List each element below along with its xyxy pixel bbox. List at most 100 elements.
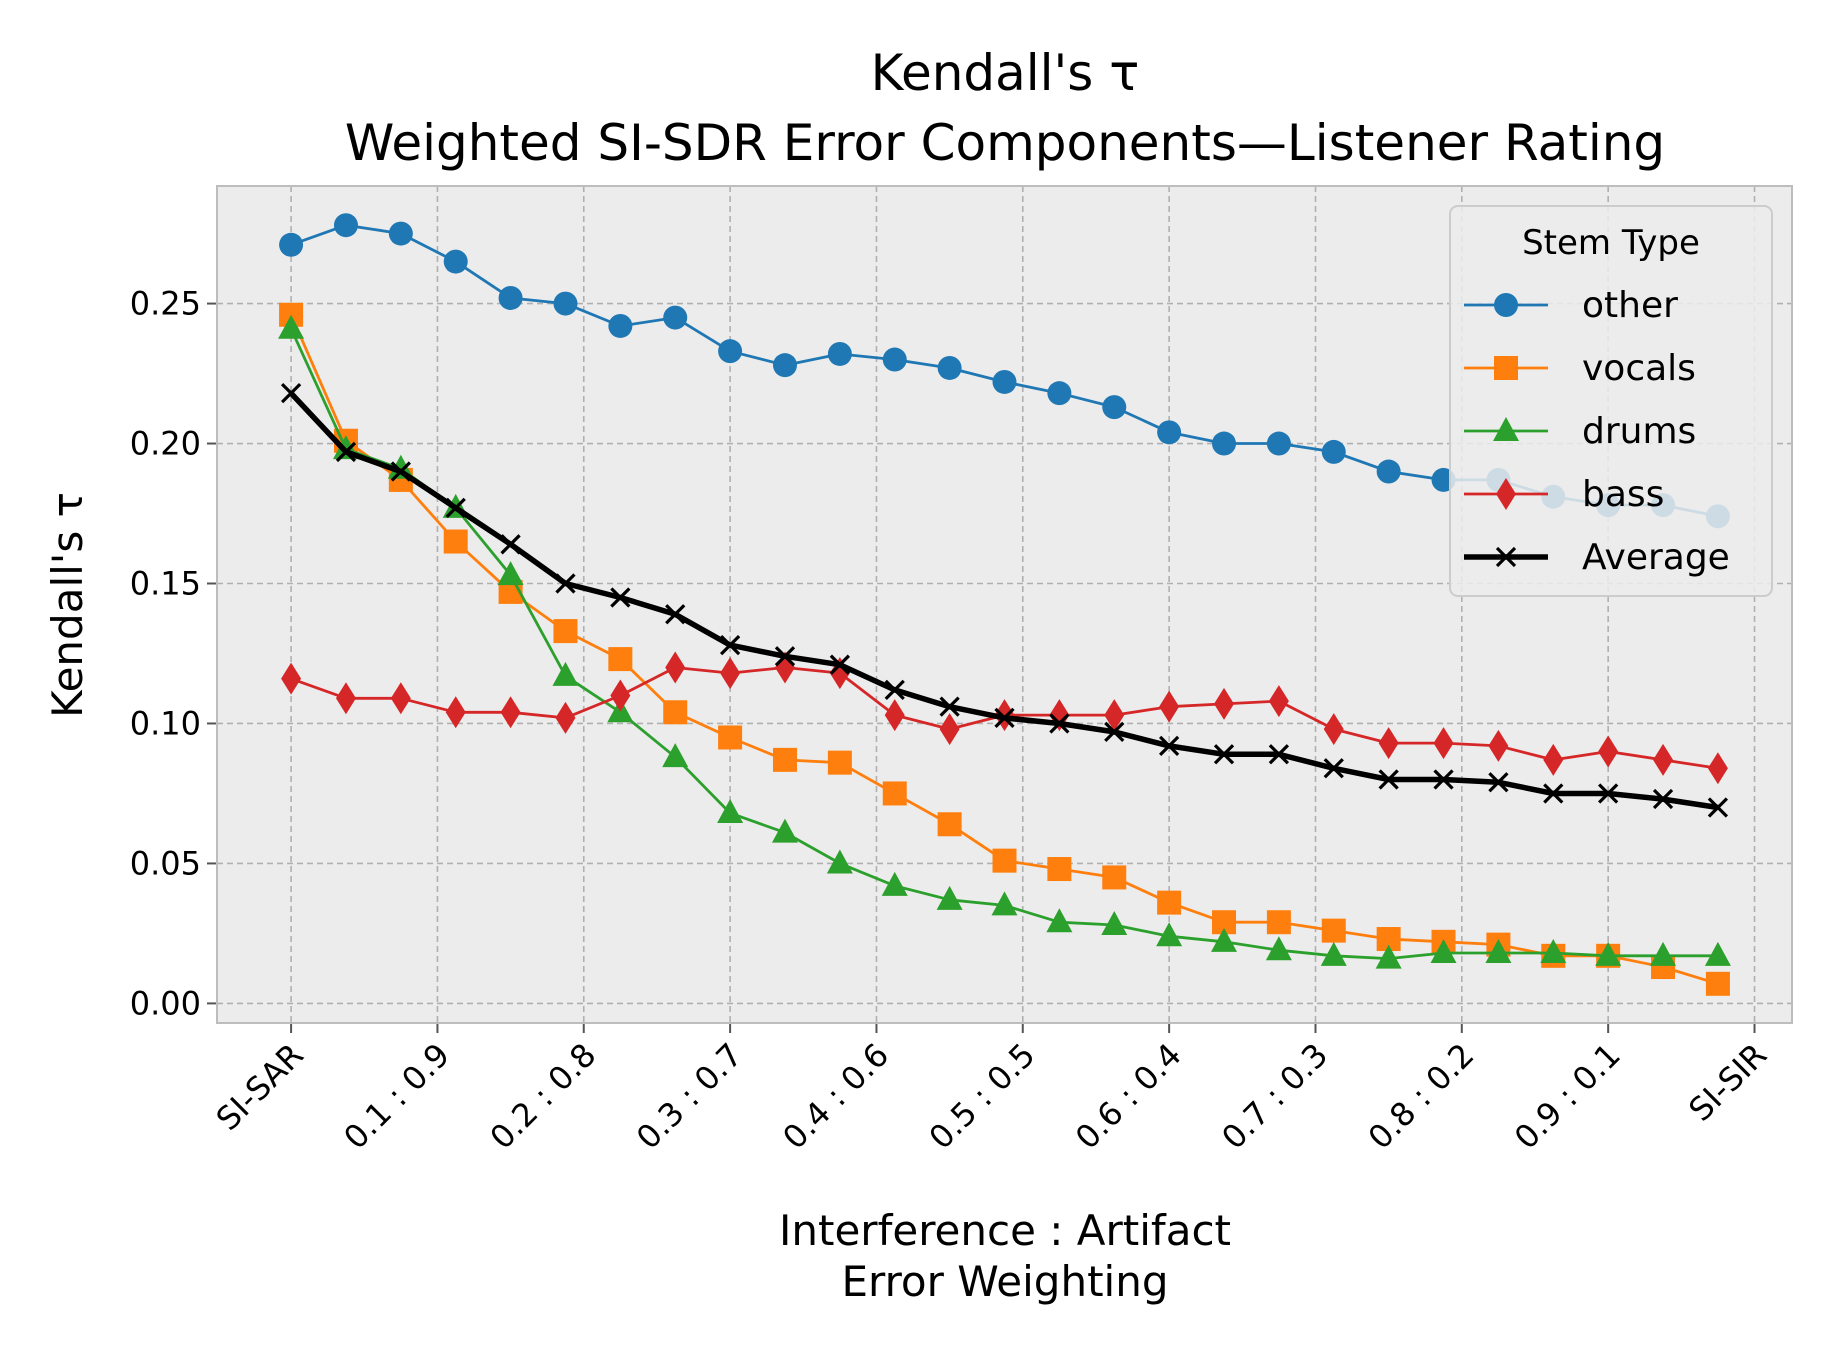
- data-point-average: [665, 604, 686, 625]
- data-point-drums: [1375, 944, 1402, 969]
- legend-title: Stem Type: [1522, 223, 1700, 263]
- data-point-bass: [1104, 699, 1125, 732]
- legend-entry-bass: bass: [1464, 474, 1664, 515]
- data-point-drums: [771, 818, 798, 843]
- data-point-drums: [991, 891, 1018, 916]
- data-point-bass: [390, 682, 411, 715]
- data-point-average: [335, 441, 357, 463]
- x-marker-stroke: [1378, 769, 1399, 790]
- data-point-other: [388, 221, 413, 246]
- data-point-bass: [1488, 729, 1509, 762]
- data-point-average: [445, 497, 466, 519]
- legend-label: other: [1582, 285, 1678, 326]
- data-point-drums: [826, 849, 853, 874]
- x-marker-stroke: [1268, 744, 1290, 765]
- data-point-drums: [1046, 908, 1073, 933]
- plot-frame: [216, 185, 1793, 1024]
- legend-marker: [1496, 478, 1516, 510]
- x-tick-label: SI-SIR: [1681, 1036, 1774, 1129]
- data-point-vocals: [718, 725, 743, 750]
- data-point-other: [443, 249, 468, 274]
- data-point-bass: [445, 696, 466, 729]
- data-point-vocals: [827, 750, 852, 775]
- x-marker-stroke: [829, 654, 850, 675]
- x-marker-stroke: [1488, 772, 1509, 793]
- x-axis-label-line-2: Error Weighting: [842, 1257, 1169, 1306]
- data-point-drums: [497, 561, 524, 586]
- data-point-average: [1543, 783, 1564, 804]
- data-point-bass: [500, 696, 521, 729]
- legend-entries: other vocals drums bass Average: [1464, 285, 1730, 578]
- data-point-bass: [1378, 727, 1399, 760]
- data-point-vocals: [1321, 918, 1346, 943]
- data-point-drums: [881, 871, 908, 896]
- x-tick-label: 0.3 : 0.7: [629, 1036, 750, 1157]
- x-tick-label: SI-SAR: [209, 1036, 311, 1138]
- data-point-other: [772, 353, 797, 378]
- legend-marker: [1493, 417, 1519, 441]
- legend-label: bass: [1582, 474, 1664, 515]
- data-point-vocals: [1266, 910, 1291, 935]
- x-marker-stroke: [884, 679, 905, 701]
- x-marker-stroke: [445, 497, 466, 519]
- data-point-drums: [1485, 939, 1512, 964]
- legend-label: drums: [1582, 411, 1696, 452]
- data-point-vocals: [1705, 971, 1730, 996]
- x-tick-label: 0.7 : 0.3: [1214, 1036, 1335, 1157]
- data-point-other: [663, 305, 688, 330]
- data-point-vocals: [1102, 865, 1127, 890]
- x-marker-stroke: [719, 634, 741, 656]
- data-point-vocals: [992, 848, 1017, 873]
- data-point-bass: [1214, 687, 1235, 720]
- x-marker-stroke: [335, 441, 357, 463]
- data-point-vocals: [553, 619, 578, 644]
- chart-title-line-1: Kendall's τ: [871, 44, 1140, 102]
- data-point-drums: [1595, 941, 1622, 966]
- data-point-other: [1212, 431, 1237, 456]
- data-point-vocals: [1047, 857, 1072, 882]
- legend-box: [1449, 205, 1773, 597]
- x-marker-stroke: [280, 383, 302, 404]
- x-marker-stroke: [1433, 769, 1454, 790]
- data-point-average: [280, 383, 302, 404]
- x-marker-stroke: [1652, 788, 1674, 810]
- y-tick-label: 0.25: [130, 285, 201, 323]
- data-point-other: [498, 285, 523, 310]
- data-point-other: [553, 291, 578, 316]
- x-marker-stroke: [665, 604, 686, 625]
- chart-title-line-2: Weighted SI-SDR Error Components—Listene…: [345, 114, 1665, 172]
- data-point-average: [610, 587, 631, 608]
- x-axis-label-line-1: Interference : Artifact: [779, 1206, 1231, 1255]
- data-point-bass: [1653, 743, 1674, 776]
- x-tick-label: 0.4 : 0.6: [775, 1036, 896, 1157]
- x-marker-stroke: [939, 696, 960, 717]
- legend-marker: [1495, 546, 1517, 568]
- y-tick-label: 0.05: [130, 844, 201, 882]
- legend-entry-drums: drums: [1464, 411, 1696, 452]
- data-point-average: [884, 679, 905, 701]
- x-tick-label: 0.1 : 0.9: [336, 1036, 457, 1157]
- data-point-drums: [1211, 927, 1238, 952]
- data-point-average: [1323, 758, 1344, 779]
- data-point-average: [500, 534, 521, 555]
- x-tick-label: 0.8 : 0.2: [1361, 1036, 1482, 1157]
- data-point-vocals: [772, 747, 797, 772]
- data-point-average: [390, 461, 411, 482]
- data-point-vocals: [443, 529, 468, 554]
- data-point-vocals: [882, 781, 907, 806]
- data-point-bass: [1159, 690, 1180, 723]
- x-marker-stroke: [1543, 783, 1564, 804]
- data-point-bass: [939, 713, 960, 746]
- data-point-drums: [1430, 939, 1457, 964]
- data-point-drums: [1650, 941, 1677, 966]
- data-point-other: [827, 341, 852, 366]
- data-point-other: [1321, 439, 1346, 464]
- x-marker-stroke: [555, 573, 576, 594]
- series-vocals: [279, 302, 1730, 996]
- x-marker-stroke: [1049, 713, 1070, 734]
- data-point-bass: [1323, 713, 1344, 746]
- data-point-drums: [278, 314, 305, 339]
- data-point-other: [608, 313, 633, 338]
- data-point-bass: [665, 651, 686, 684]
- data-point-average: [1707, 797, 1729, 818]
